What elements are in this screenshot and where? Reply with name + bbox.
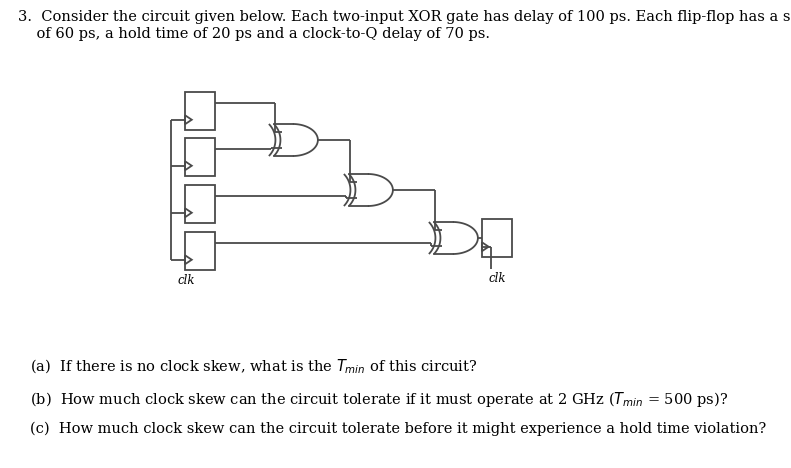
Text: 3.  Consider the circuit given below. Each two-input XOR gate has delay of 100 p: 3. Consider the circuit given below. Eac… <box>18 10 791 24</box>
Text: (c)  How much clock skew can the circuit tolerate before it might experience a h: (c) How much clock skew can the circuit … <box>30 422 766 436</box>
Text: (b)  How much clock skew can the circuit tolerate if it must operate at 2 GHz ($: (b) How much clock skew can the circuit … <box>30 390 729 409</box>
Text: clk: clk <box>177 274 195 287</box>
Text: of 60 ps, a hold time of 20 ps and a clock-to-Q delay of 70 ps.: of 60 ps, a hold time of 20 ps and a clo… <box>18 27 490 41</box>
Text: clk: clk <box>488 272 505 285</box>
Text: (a)  If there is no clock skew, what is the $T_{min}$ of this circuit?: (a) If there is no clock skew, what is t… <box>30 358 478 376</box>
